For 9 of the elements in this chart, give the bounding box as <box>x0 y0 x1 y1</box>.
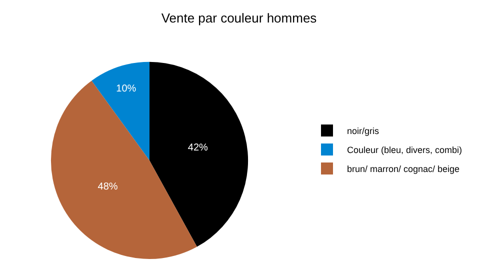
legend-label: noir/gris <box>347 126 380 136</box>
data-label: 48% <box>98 181 118 192</box>
legend-label: Couleur (bleu, divers, combi) <box>347 145 462 156</box>
chart-title: Vente par couleur hommes <box>161 10 318 26</box>
legend-label: brun/ marron/ cognac/ beige <box>347 164 460 174</box>
pie-slice <box>92 62 150 160</box>
pie-slice <box>150 62 248 247</box>
data-label: 10% <box>116 83 136 94</box>
data-label: 42% <box>188 142 208 154</box>
